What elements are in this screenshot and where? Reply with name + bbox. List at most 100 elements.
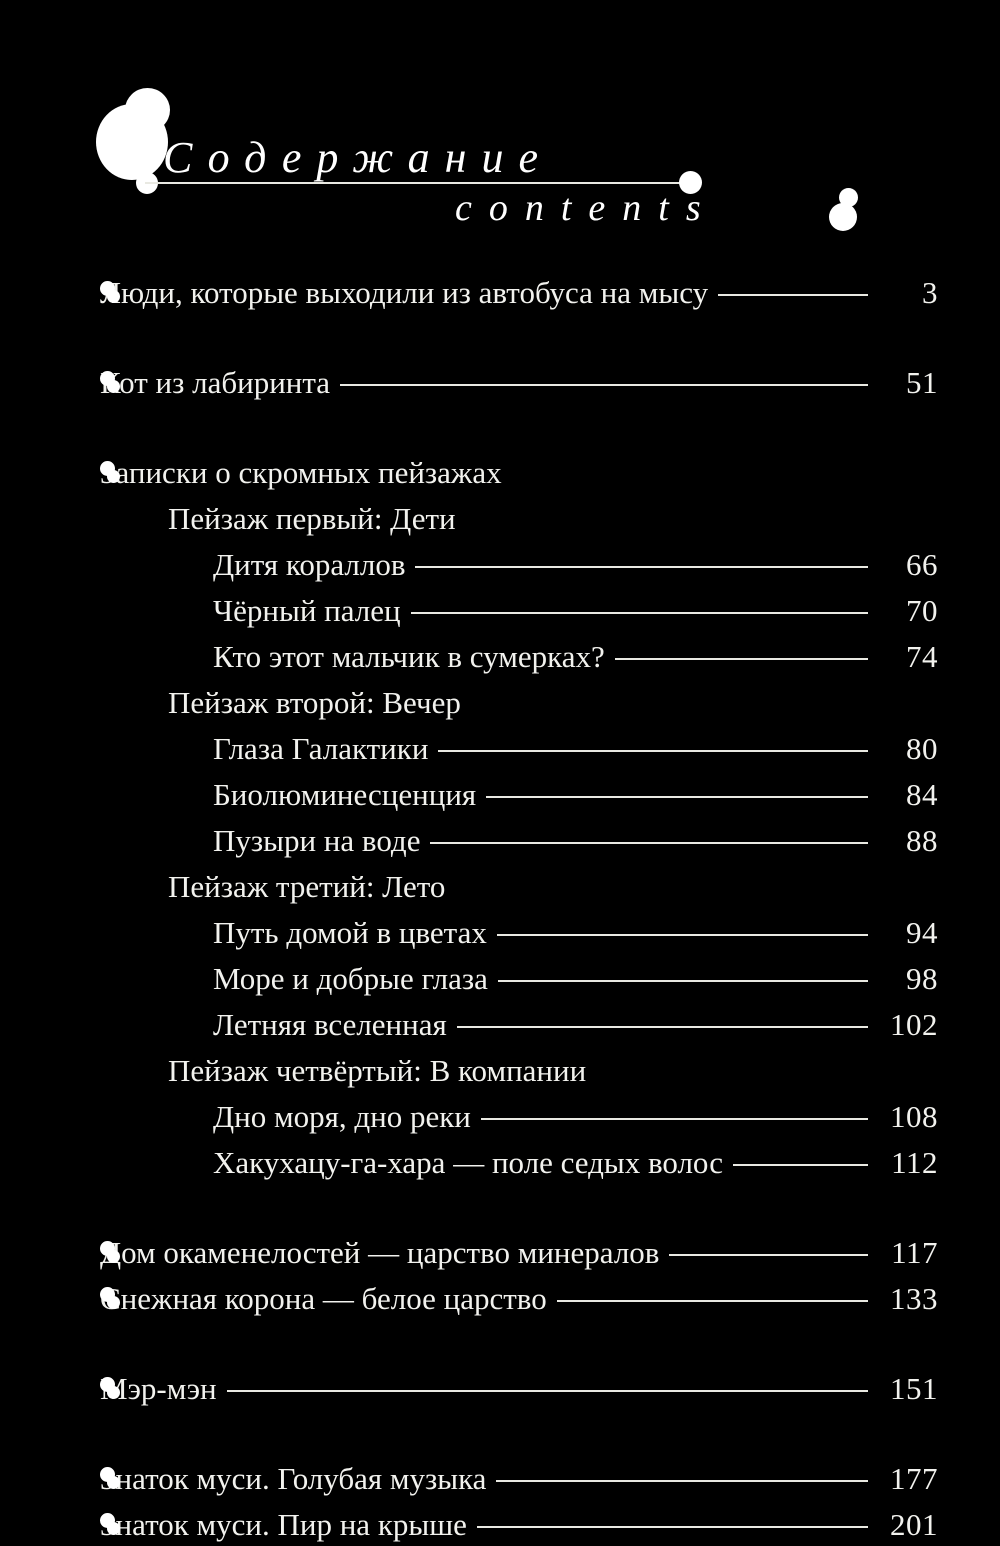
toc-entry[interactable]: Биолюминесценция 84 [0, 774, 1000, 816]
toc-entry-label: Пейзаж третий: Лето [168, 869, 446, 904]
toc-leader-line [476, 1526, 868, 1528]
toc-entry[interactable]: Записки о скромных пейзажах [0, 452, 1000, 494]
toc-entry-label: Пейзаж первый: Дети [168, 501, 456, 536]
toc-page-number: 74 [906, 639, 938, 674]
bullet-bubble-icon [100, 1377, 126, 1403]
toc-leader-line [430, 842, 868, 844]
toc-leader-line [340, 384, 868, 386]
toc-entry[interactable]: Путь домой в цветах 94 [0, 912, 1000, 954]
toc-entry-label: Знаток муси. Голубая музыка [100, 1461, 487, 1496]
toc-entry-label: Кто этот мальчик в сумерках? [213, 639, 605, 674]
toc-page-number: 112 [891, 1145, 938, 1180]
toc-page-number: 70 [906, 593, 938, 628]
toc-entry-label: Дом окаменелостей — царство минералов [100, 1235, 660, 1270]
toc-entry-label: Хакухацу-га-хара — поле седых волос [213, 1145, 723, 1180]
toc-entry-label: Мэр-мэн [100, 1371, 217, 1406]
toc-entry-label: Летняя вселенная [213, 1007, 447, 1042]
toc-entry[interactable]: Люди, которые выходили из автобуса на мы… [0, 272, 1000, 314]
toc-page-number: 133 [890, 1281, 938, 1316]
toc-entry[interactable]: Мэр-мэн 151 [0, 1368, 1000, 1410]
bullet-bubble-icon [100, 371, 126, 397]
tail-bubble-small-icon [839, 188, 858, 207]
toc-entry[interactable]: Пузыри на воде 88 [0, 820, 1000, 862]
toc-leader-line [480, 1118, 868, 1120]
toc-page-number: 108 [890, 1099, 938, 1134]
page-header: Содержание contents [0, 0, 1000, 250]
toc-page-number: 51 [906, 365, 938, 400]
toc-leader-line [496, 934, 868, 936]
toc-entry[interactable]: Снежная корона — белое царство 133 [0, 1278, 1000, 1320]
title-rule-divider [145, 182, 691, 184]
toc-leader-line [438, 750, 868, 752]
page-title-en: contents [455, 187, 718, 229]
toc-entry[interactable]: Дитя кораллов 66 [0, 544, 1000, 586]
toc-leader-line [614, 658, 868, 660]
toc-entry-label: Пузыри на воде [213, 823, 421, 858]
toc-leader-line [556, 1300, 868, 1302]
toc-entry-label: Снежная корона — белое царство [100, 1281, 547, 1316]
toc-leader-line [415, 566, 868, 568]
toc-leader-line [226, 1390, 868, 1392]
toc-entry-label: Дно моря, дно реки [213, 1099, 471, 1134]
toc-leader-line [410, 612, 868, 614]
toc-entry-label: Биолюминесценция [213, 777, 477, 812]
toc-entry-label: Глаза Галактики [213, 731, 429, 766]
toc-entry[interactable]: Кот из лабиринта 51 [0, 362, 1000, 404]
toc-entry-label: Знаток муси. Пир на крыше [100, 1507, 467, 1542]
toc-leader-line [497, 980, 868, 982]
bullet-bubble-icon [100, 281, 126, 307]
toc-entry-label: Пейзаж второй: Вечер [168, 685, 461, 720]
toc-entry[interactable]: Знаток муси. Пир на крыше 201 [0, 1504, 1000, 1546]
toc-entry[interactable]: Пейзаж третий: Лето [0, 866, 1000, 908]
toc-leader-line [456, 1026, 868, 1028]
toc-page-number: 201 [890, 1507, 938, 1542]
toc-page-number: 117 [891, 1235, 938, 1270]
toc-page-number: 84 [906, 777, 938, 812]
toc-entry[interactable]: Море и добрые глаза 98 [0, 958, 1000, 1000]
toc-page-number: 66 [906, 547, 938, 582]
bullet-bubble-icon [100, 1513, 126, 1539]
bullet-bubble-icon [100, 1287, 126, 1313]
bullet-bubble-icon [100, 1241, 126, 1267]
toc-entry[interactable]: Глаза Галактики 80 [0, 728, 1000, 770]
toc-page-number: 88 [906, 823, 938, 858]
toc-entry-label: Море и добрые глаза [213, 961, 488, 996]
toc-leader-line [732, 1164, 868, 1166]
toc-entry[interactable]: Чёрный палец 70 [0, 590, 1000, 632]
toc-entry[interactable]: Дом окаменелостей — царство минералов 117 [0, 1232, 1000, 1274]
table-of-contents-list: Люди, которые выходили из автобуса на мы… [0, 250, 1000, 1546]
toc-entry[interactable]: Дно моря, дно реки 108 [0, 1096, 1000, 1138]
rule-end-dot-icon [679, 171, 702, 194]
toc-entry[interactable]: Пейзаж второй: Вечер [0, 682, 1000, 724]
toc-page-number: 80 [906, 731, 938, 766]
toc-page-number: 98 [906, 961, 938, 996]
toc-entry-label: Кот из лабиринта [100, 365, 331, 400]
toc-leader-line [496, 1480, 868, 1482]
bubble-decor-medium-icon [125, 88, 170, 132]
toc-page-number: 177 [890, 1461, 938, 1496]
toc-entry-label: Путь домой в цветах [213, 915, 487, 950]
page-title-ru: Содержание [163, 133, 554, 182]
toc-page-number: 94 [906, 915, 938, 950]
toc-entry-label: Дитя кораллов [213, 547, 406, 582]
toc-entry[interactable]: Летняя вселенная 102 [0, 1004, 1000, 1046]
toc-page-number: 102 [890, 1007, 938, 1042]
toc-entry-label: Пейзаж четвёртый: В компании [168, 1053, 587, 1088]
toc-leader-line [718, 294, 868, 296]
toc-entry[interactable]: Кто этот мальчик в сумерках? 74 [0, 636, 1000, 678]
toc-leader-line [669, 1254, 868, 1256]
bullet-bubble-icon [100, 1467, 126, 1493]
toc-page-number: 151 [890, 1371, 938, 1406]
bullet-bubble-icon [100, 461, 126, 487]
toc-entry-label: Записки о скромных пейзажах [100, 455, 502, 490]
toc-leader-line [486, 796, 868, 798]
toc-entry-label: Люди, которые выходили из автобуса на мы… [100, 275, 709, 310]
toc-entry[interactable]: Пейзаж четвёртый: В компании [0, 1050, 1000, 1092]
toc-entry-label: Чёрный палец [213, 593, 401, 628]
toc-entry[interactable]: Пейзаж первый: Дети [0, 498, 1000, 540]
tail-bubble-large-icon [829, 203, 857, 231]
toc-page-number: 3 [922, 275, 938, 310]
toc-entry[interactable]: Хакухацу-га-хара — поле седых волос 112 [0, 1142, 1000, 1184]
toc-entry[interactable]: Знаток муси. Голубая музыка 177 [0, 1458, 1000, 1500]
